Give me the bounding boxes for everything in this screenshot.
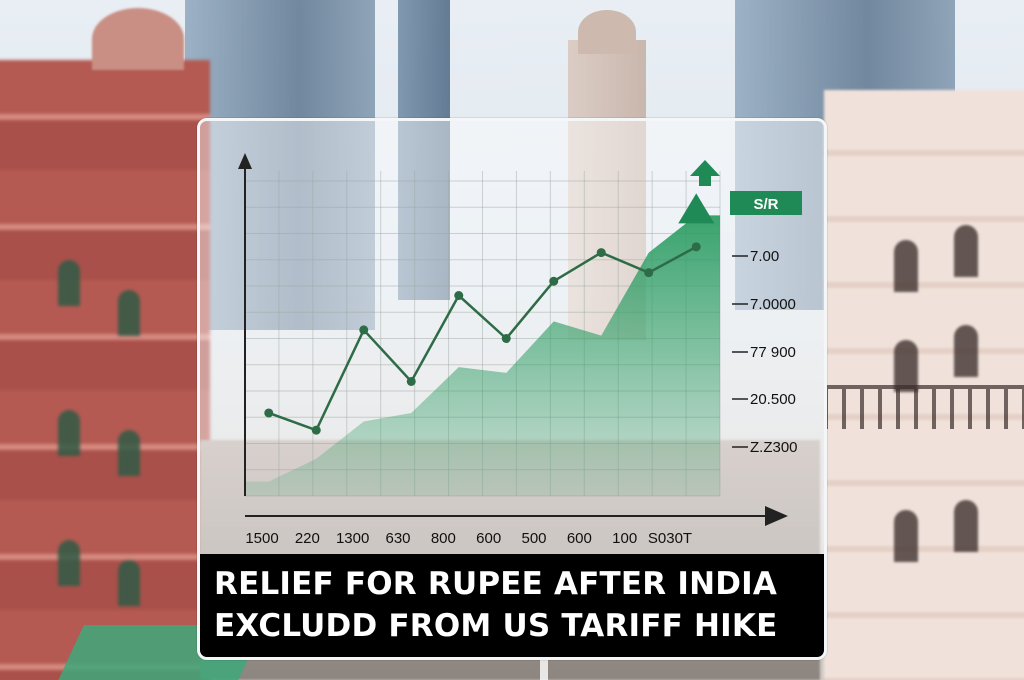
window xyxy=(954,325,978,377)
x-tick-label: 220 xyxy=(295,530,320,547)
window xyxy=(954,225,978,277)
line-series xyxy=(264,242,701,435)
balcony-railing xyxy=(824,385,1024,429)
window xyxy=(58,260,80,306)
badge-box xyxy=(730,191,802,215)
x-tick-label: 100 xyxy=(612,530,637,547)
data-point xyxy=(501,334,511,343)
data-point xyxy=(549,276,559,286)
chart-panel: 1500 220 1300 630 800 600 500 600 100 S030T 7.00 7.… xyxy=(197,118,827,660)
chart-axes xyxy=(238,153,788,526)
data-point xyxy=(406,376,416,386)
skyscraper xyxy=(185,0,375,330)
x-tick-label: 800 xyxy=(431,530,456,547)
window xyxy=(954,500,978,552)
window xyxy=(894,340,918,392)
x-tick-label: 1500 xyxy=(245,530,278,547)
headline-banner: RELIEF FOR RUPEE AFTER INDIA EXCLUDD FRO… xyxy=(200,554,824,657)
building-dome xyxy=(92,8,184,70)
y-axis-arrow xyxy=(238,153,252,169)
trend-arrow-up xyxy=(690,160,720,176)
badge: S/R xyxy=(730,191,802,215)
area-series xyxy=(245,193,720,496)
data-point xyxy=(454,291,464,301)
area-peak-arrow xyxy=(678,193,715,224)
data-point xyxy=(596,248,606,258)
data-point xyxy=(691,242,701,252)
road-marking xyxy=(540,660,548,680)
window xyxy=(894,510,918,562)
tower-dome xyxy=(578,10,636,54)
x-tick-label: 500 xyxy=(521,530,546,547)
y-tick-label-right: 20.500 xyxy=(750,391,796,408)
window xyxy=(58,410,80,456)
x-tick-label: 600 xyxy=(567,530,592,547)
headline-line-2: EXCLUDD FROM US TARIFF HIKE xyxy=(214,608,778,644)
window xyxy=(118,290,140,336)
series-line xyxy=(268,245,697,432)
x-tick-label: 600 xyxy=(476,530,501,547)
trend-arrow-up xyxy=(699,176,711,186)
x-tick-label: 630 xyxy=(385,530,410,547)
y-tick-label-right: Z.Z300 xyxy=(750,439,798,456)
window xyxy=(894,240,918,292)
y-tick-label-right: 7.00 xyxy=(750,248,779,265)
window xyxy=(118,560,140,606)
y-tick-label-right: 77 900 xyxy=(750,344,796,361)
data-point xyxy=(311,425,321,435)
x-tick-label: S030T xyxy=(648,530,692,547)
headline-line-1: RELIEF FOR RUPEE AFTER INDIA xyxy=(214,566,778,602)
area-fill xyxy=(245,215,720,496)
y-tick-label-right: 7.0000 xyxy=(750,296,796,313)
skyscraper xyxy=(398,0,450,300)
tick-labels: 1500 220 1300 630 800 600 500 600 100 S030T 7.00 7.… xyxy=(245,248,797,547)
window xyxy=(118,430,140,476)
data-point xyxy=(359,325,369,335)
window xyxy=(58,540,80,586)
x-tick-label: 1300 xyxy=(336,530,369,547)
data-point xyxy=(644,268,654,278)
heritage-building-left xyxy=(0,60,210,680)
x-axis-arrow xyxy=(765,506,788,526)
chart: 1500 220 1300 630 800 600 500 600 100 S030T 7.00 7.… xyxy=(238,153,802,547)
data-point xyxy=(264,408,274,418)
badge-label: S/R xyxy=(753,196,778,213)
